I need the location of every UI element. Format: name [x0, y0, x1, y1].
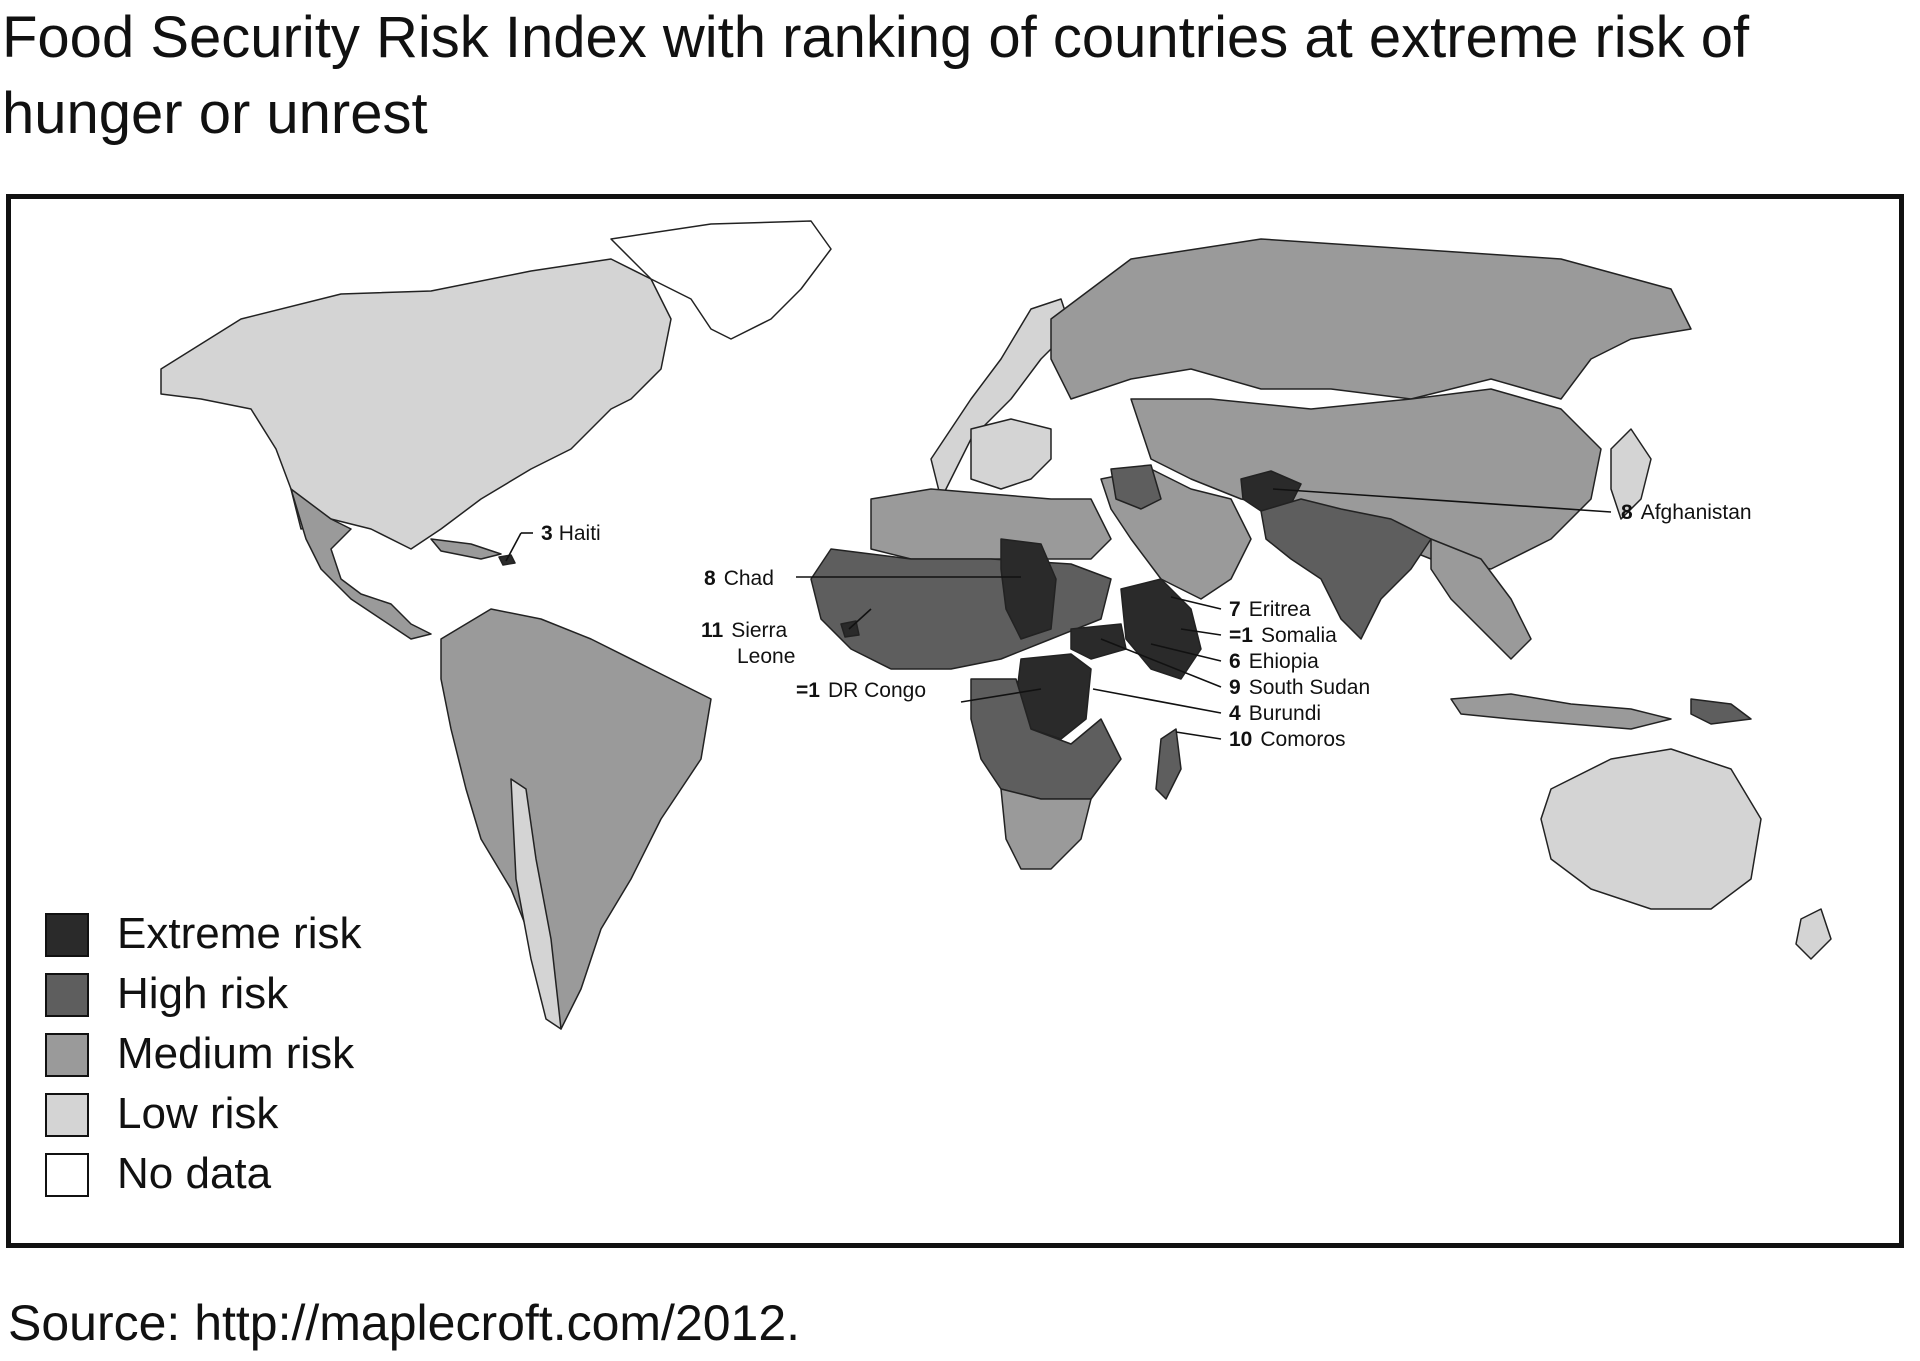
legend-label-medium: Medium risk: [117, 1029, 355, 1078]
legend-swatch-medium: [45, 1033, 89, 1077]
region-mexico: [290, 488, 432, 640]
legend-swatch-no-data: [45, 1153, 89, 1197]
region-caribbean: [430, 538, 502, 560]
region-south-sudan: [1070, 623, 1127, 660]
label-haiti: 3 Haiti: [541, 522, 601, 545]
region-new-zealand: [1795, 908, 1832, 960]
label-sierra-leone-line2: Leone: [737, 645, 795, 668]
legend-label-extreme: Extreme risk: [117, 909, 362, 958]
region-asia: [1130, 388, 1602, 570]
legend-label-low: Low risk: [117, 1089, 279, 1138]
label-burundi: 4 Burundi: [1229, 702, 1321, 725]
legend-item-high: High risk: [45, 969, 405, 1021]
legend-label-high: High risk: [117, 969, 289, 1018]
legend-item-medium: Medium risk: [45, 1029, 405, 1081]
world-map: 3 Haiti 8 Afghanistan 8 Chad 11 Sierra Leone…: [160, 220, 1832, 1030]
region-europe: [930, 298, 1072, 500]
region-west-africa: [810, 548, 1112, 670]
region-png: [1690, 698, 1752, 725]
legend-item-no-data: No data: [45, 1149, 405, 1201]
region-north-africa: [870, 488, 1112, 560]
region-south-america: [440, 608, 712, 1030]
legend-swatch-extreme: [45, 913, 89, 957]
region-southeast-asia: [1430, 538, 1532, 660]
label-south-sudan: 9 South Sudan: [1229, 676, 1370, 699]
region-southern-africa-high: [970, 678, 1122, 800]
region-north-america: [160, 258, 672, 550]
region-iraq: [1110, 464, 1162, 510]
legend-swatch-low: [45, 1093, 89, 1137]
legend-label-no-data: No data: [117, 1149, 272, 1198]
label-somalia: =1 Somalia: [1229, 624, 1337, 647]
legend-item-low: Low risk: [45, 1089, 405, 1141]
label-afghanistan: 8 Afghanistan: [1621, 501, 1752, 524]
label-ethiopia: 6 Ehiopia: [1229, 650, 1319, 673]
region-chad: [1000, 538, 1057, 640]
label-chad: 8 Chad: [704, 567, 774, 590]
region-europe-central: [970, 418, 1052, 490]
region-madagascar: [1155, 728, 1182, 800]
label-dr-congo: =1 DR Congo: [796, 679, 926, 702]
region-south-asia: [1260, 498, 1432, 640]
region-southern-africa: [1000, 788, 1092, 870]
source-caption: Source: http://maplecroft.com/2012.: [8, 1295, 801, 1351]
map-frame: 3 Haiti 8 Afghanistan 8 Chad 11 Sierra Leone…: [6, 194, 1904, 1248]
map-title: Food Security Risk Index with ranking of…: [2, 5, 1750, 146]
region-chile: [510, 778, 562, 1030]
region-russia: [1050, 238, 1692, 400]
label-comoros: 10 Comoros: [1229, 728, 1346, 751]
legend-item-extreme: Extreme risk: [45, 909, 405, 961]
region-greenland: [610, 220, 832, 340]
region-horn-africa: [1120, 578, 1202, 680]
region-australia: [1540, 748, 1762, 910]
label-eritrea: 7 Eritrea: [1229, 598, 1311, 621]
region-japan: [1610, 428, 1652, 520]
legend-swatch-high: [45, 973, 89, 1017]
region-indonesia: [1450, 693, 1672, 730]
label-sierra-leone: 11 Sierra: [701, 619, 788, 642]
